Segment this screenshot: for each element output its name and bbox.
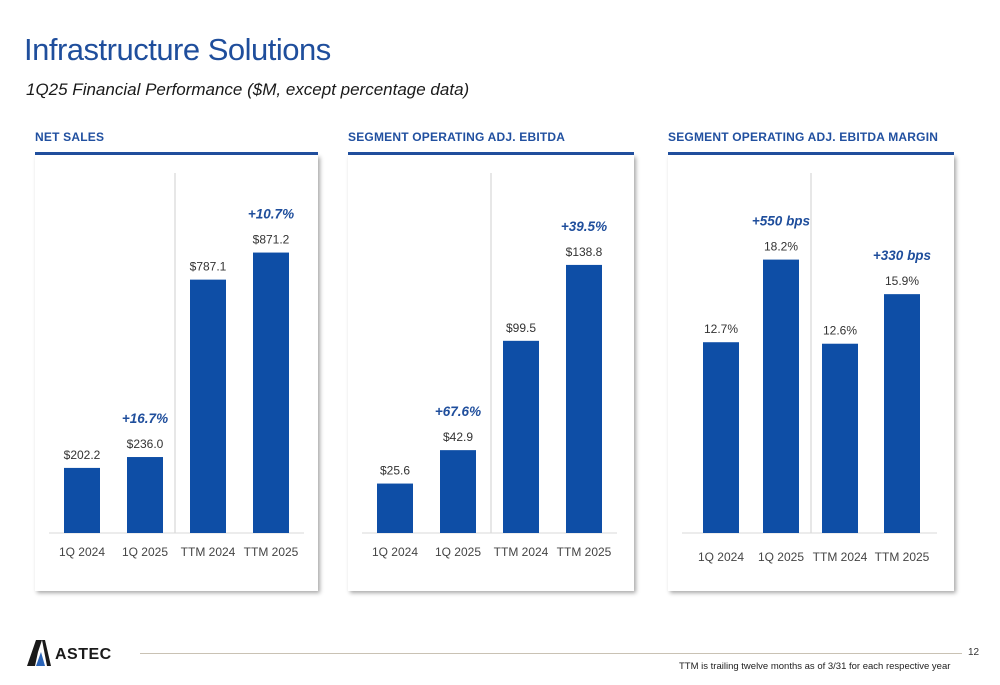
- ebitda-heading-rule: [348, 152, 634, 155]
- net-sales-bar-1: [64, 467, 100, 533]
- page-number: 12: [968, 647, 980, 658]
- net-sales-tick-label-4: TTM 2025: [244, 545, 299, 559]
- net-sales-data-label-2: $236.0: [127, 437, 164, 451]
- ebitda-margin-growth-annotation-2: +330 bps: [873, 248, 932, 263]
- ebitda-margin-data-label-4: 15.9%: [885, 274, 919, 288]
- net-sales-chart-panel: $202.2 1Q 2024 $236.0 1Q 2025 $787.1 TTM 2024…: [35, 155, 318, 591]
- ebitda-tick-label-4: TTM 2025: [557, 545, 612, 559]
- ebitda-margin-growth-annotation-1: +550 bps: [752, 214, 811, 229]
- ebitda-heading: SEGMENT OPERATING ADJ. EBITDA: [348, 130, 566, 144]
- ebitda-data-label-2: $42.9: [443, 430, 473, 444]
- net-sales-heading-rule: [35, 152, 318, 155]
- ebitda-margin-bar-2: [763, 259, 799, 533]
- page-title: Infrastructure Solutions: [24, 32, 331, 67]
- ebitda-margin-data-label-1: 12.7%: [704, 322, 738, 336]
- ebitda-margin-data-label-2: 18.2%: [764, 240, 798, 254]
- ebitda-data-label-4: $138.8: [566, 245, 603, 259]
- net-sales-heading: NET SALES: [35, 130, 105, 144]
- astec-logo-mark-right: [42, 640, 51, 666]
- net-sales-tick-label-2: 1Q 2025: [122, 545, 168, 559]
- net-sales-tick-label-1: 1Q 2024: [59, 545, 105, 559]
- ebitda-growth-annotation-1: +67.6%: [435, 404, 481, 419]
- ebitda-bar-1: [377, 483, 413, 533]
- ebitda-margin-heading-rule: [668, 152, 954, 155]
- ebitda-margin-tick-label-3: TTM 2024: [813, 550, 868, 564]
- ebitda-margin-chart-panel: 12.7% 1Q 2024 18.2% 1Q 2025 12.6% TTM 2024 15.…: [668, 155, 954, 591]
- ebitda-margin-data-label-3: 12.6%: [823, 324, 857, 338]
- astec-logo: ASTEC: [27, 640, 112, 666]
- net-sales-data-label-3: $787.1: [190, 260, 227, 274]
- ebitda-chart: $25.6 1Q 2024 $42.9 1Q 2025 $99.5 TTM 2024 $13…: [362, 173, 617, 559]
- footer-rule: [140, 653, 962, 654]
- ebitda-margin-chart: 12.7% 1Q 2024 18.2% 1Q 2025 12.6% TTM 2024 15.…: [682, 173, 937, 564]
- astec-logo-mark-dark: [27, 640, 42, 666]
- net-sales-chart: $202.2 1Q 2024 $236.0 1Q 2025 $787.1 TTM 2024…: [49, 173, 304, 559]
- ebitda-margin-bar-3: [822, 343, 858, 533]
- net-sales-bar-2: [127, 457, 163, 533]
- ebitda-tick-label-1: 1Q 2024: [372, 545, 418, 559]
- ebitda-margin-bar-1: [703, 342, 739, 533]
- net-sales-bar-4: [253, 252, 289, 533]
- ebitda-bar-4: [566, 264, 602, 533]
- ebitda-growth-annotation-2: +39.5%: [561, 219, 607, 234]
- ebitda-bar-2: [440, 450, 476, 533]
- net-sales-bar-3: [190, 279, 226, 533]
- ebitda-chart-panel: $25.6 1Q 2024 $42.9 1Q 2025 $99.5 TTM 2024 $13…: [348, 155, 634, 591]
- ebitda-data-label-3: $99.5: [506, 321, 536, 335]
- page-subtitle: 1Q25 Financial Performance ($M, except p…: [26, 80, 470, 99]
- footnote: TTM is trailing twelve months as of 3/31…: [679, 661, 951, 672]
- ebitda-bar-3: [503, 340, 539, 533]
- ebitda-margin-tick-label-1: 1Q 2024: [698, 550, 744, 564]
- ebitda-data-label-1: $25.6: [380, 464, 410, 478]
- net-sales-data-label-1: $202.2: [64, 448, 101, 462]
- astec-logo-mark-blue: [36, 652, 45, 666]
- ebitda-tick-label-3: TTM 2024: [494, 545, 549, 559]
- net-sales-data-label-4: $871.2: [253, 233, 290, 247]
- astec-logo-text: ASTEC: [55, 646, 112, 663]
- ebitda-margin-heading: SEGMENT OPERATING ADJ. EBITDA MARGIN: [668, 130, 939, 144]
- ebitda-margin-tick-label-4: TTM 2025: [875, 550, 930, 564]
- net-sales-tick-label-3: TTM 2024: [181, 545, 236, 559]
- ebitda-margin-bar-4: [884, 294, 920, 533]
- ebitda-margin-tick-label-2: 1Q 2025: [758, 550, 804, 564]
- net-sales-growth-annotation-1: +16.7%: [122, 411, 168, 426]
- ebitda-tick-label-2: 1Q 2025: [435, 545, 481, 559]
- net-sales-growth-annotation-2: +10.7%: [248, 207, 294, 222]
